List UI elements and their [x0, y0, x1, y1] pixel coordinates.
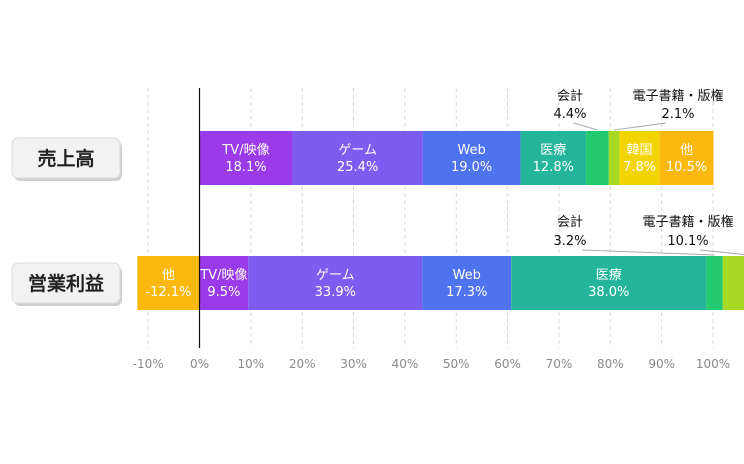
callout-name-label: 電子書籍・版権 — [642, 214, 733, 230]
x-tick-label: 40% — [392, 357, 419, 371]
category-label: 営業利益 — [28, 272, 104, 295]
segment-value-label: 12.8% — [533, 160, 574, 175]
bar-segment — [520, 131, 587, 185]
x-tick-label: 100% — [696, 357, 730, 371]
bar-segment — [248, 256, 423, 310]
segment-value-label: 25.4% — [337, 160, 378, 175]
callout-leader-line — [614, 122, 667, 131]
segment-name-label: ゲーム — [316, 268, 355, 283]
category-box — [11, 262, 121, 304]
segment-name-label: TV/映像 — [221, 143, 269, 158]
bar-segment — [292, 131, 423, 185]
bar-segment — [422, 131, 521, 185]
segment-name-label: 韓国 — [627, 143, 653, 158]
segment-value-label: 17.3% — [446, 285, 487, 300]
callout-leader-line — [573, 122, 598, 131]
bar-segment — [199, 131, 293, 185]
segment-value-label: 38.0% — [588, 285, 629, 300]
segment-value-label: 33.9% — [315, 285, 356, 300]
x-tick-label: 60% — [494, 357, 521, 371]
bar-segment — [422, 256, 512, 310]
segment-value-label: -12.1% — [145, 285, 191, 300]
segment-value-label: 10.5% — [666, 160, 707, 175]
callout-name-label: 会計 — [557, 214, 583, 230]
segment-name-label: 医療 — [540, 143, 566, 158]
segment-name-label: Web — [457, 143, 485, 158]
bar-segment — [619, 131, 660, 185]
callout-value-label: 2.1% — [661, 107, 694, 122]
segment-name-label: ゲーム — [338, 143, 377, 158]
bar-segment — [137, 256, 200, 310]
bar-segment — [199, 256, 249, 310]
bar-segment — [706, 256, 723, 310]
x-tick-label: 20% — [289, 357, 316, 371]
x-tick-label: 70% — [546, 357, 573, 371]
callout-value-label: 3.2% — [553, 234, 586, 249]
bar-segment — [722, 256, 744, 310]
segment-value-label: 18.1% — [225, 160, 266, 175]
segment-value-label: 7.8% — [623, 160, 656, 175]
bar-segment — [608, 131, 620, 185]
segment-name-label: 他 — [680, 143, 693, 158]
segment-value-label: 9.5% — [207, 285, 240, 300]
x-tick-label: 0% — [190, 357, 209, 371]
category-box — [11, 137, 121, 179]
callout-name-label: 会計 — [557, 88, 583, 104]
segment-name-label: 他 — [162, 268, 175, 283]
callout-leader-line — [581, 249, 715, 256]
x-tick-label: 80% — [597, 357, 624, 371]
segment-name-label: Web — [453, 268, 481, 283]
callout-leader-line — [699, 249, 744, 256]
segment-value-label: 19.0% — [451, 160, 492, 175]
segment-name-label: 医療 — [596, 268, 622, 283]
callout-value-label: 4.4% — [553, 107, 586, 122]
callout-name-label: 電子書籍・版権 — [632, 88, 723, 104]
x-tick-label: 50% — [443, 357, 470, 371]
x-tick-label: -10% — [133, 357, 164, 371]
segment-name-label: TV/映像 — [199, 268, 247, 283]
x-tick-label: 90% — [648, 357, 675, 371]
x-tick-label: 30% — [340, 357, 367, 371]
bar-segment — [659, 131, 714, 185]
x-tick-label: 10% — [238, 357, 265, 371]
bar-segment — [511, 256, 707, 310]
callout-value-label: 10.1% — [667, 234, 708, 249]
category-label: 売上高 — [37, 147, 94, 170]
bar-segment — [586, 131, 609, 185]
